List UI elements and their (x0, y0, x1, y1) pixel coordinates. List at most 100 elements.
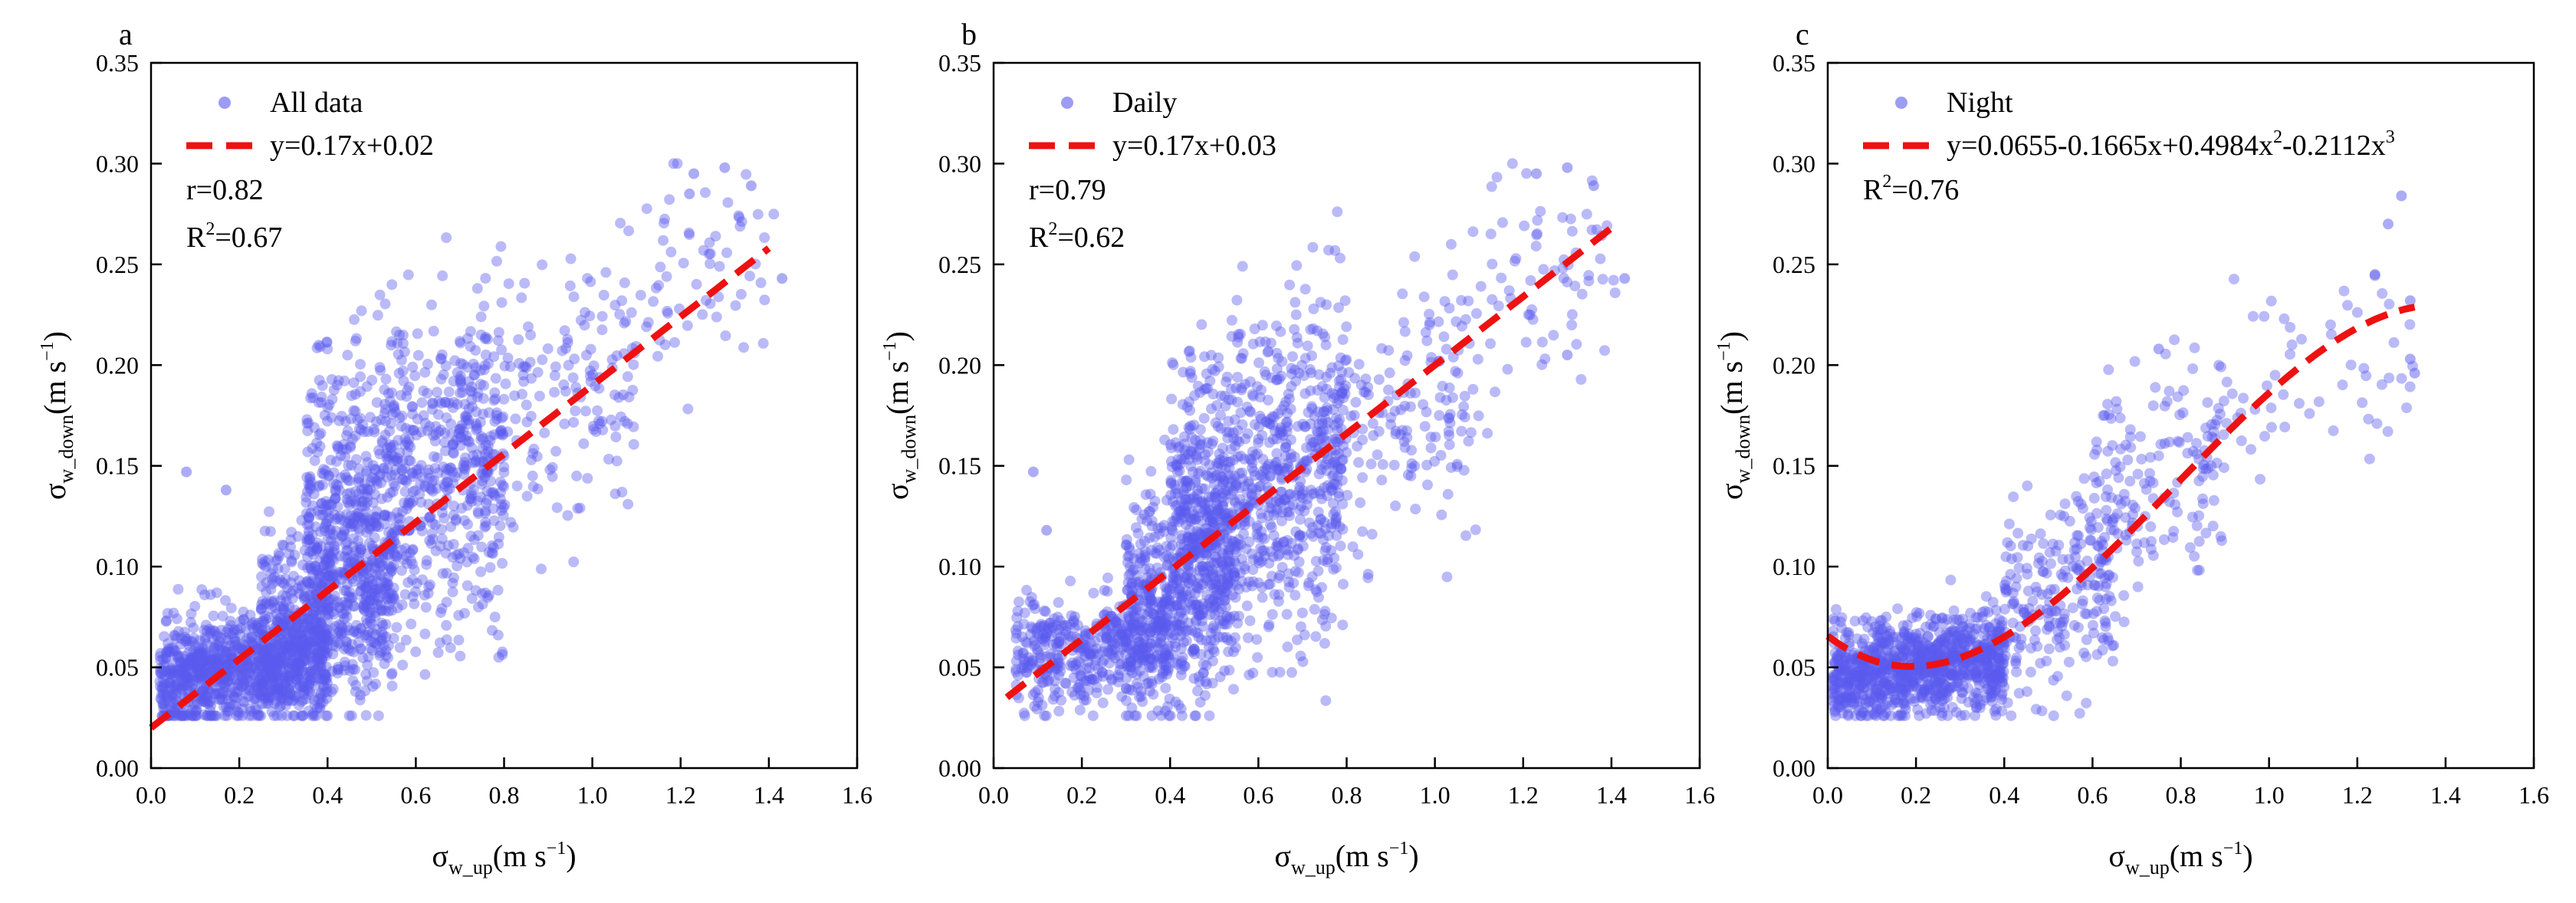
data-point (255, 660, 266, 672)
legend-fit-label: y=0.17x+0.03 (1112, 130, 1276, 162)
data-point (181, 658, 192, 669)
data-point (1349, 373, 1361, 384)
data-point (199, 632, 211, 643)
data-point (1320, 542, 1332, 553)
data-point (315, 688, 327, 699)
data-point (287, 646, 298, 658)
data-point (316, 630, 327, 642)
data-point (198, 685, 209, 696)
data-point (208, 710, 219, 721)
data-point (439, 396, 451, 408)
data-point (258, 645, 270, 656)
data-point (1099, 585, 1110, 596)
data-point (355, 371, 366, 383)
data-point (317, 604, 328, 616)
data-point (1102, 684, 1114, 695)
data-point (211, 639, 222, 650)
data-point (210, 662, 222, 672)
data-point (181, 466, 192, 478)
data-point (167, 698, 179, 709)
data-point (317, 653, 327, 665)
data-point (214, 688, 225, 699)
data-point (650, 282, 662, 294)
data-point (1146, 710, 1158, 721)
data-point (176, 681, 187, 693)
data-point (219, 675, 230, 686)
data-point (255, 690, 266, 701)
data-point (193, 649, 205, 659)
data-point (167, 664, 179, 675)
data-point (252, 656, 264, 668)
data-point (296, 645, 307, 656)
data-point (209, 659, 221, 671)
panel-letter: c (1796, 17, 1809, 51)
data-point (159, 678, 170, 689)
data-point (274, 601, 286, 612)
data-point (271, 652, 282, 664)
data-point (1473, 410, 1484, 422)
data-point (252, 683, 264, 694)
data-point (189, 698, 200, 710)
data-point (340, 599, 351, 611)
data-point (1357, 472, 1368, 483)
data-point (294, 665, 305, 676)
data-point (1482, 428, 1493, 439)
data-point (1531, 229, 1543, 241)
data-point (227, 681, 238, 693)
data-point (353, 477, 364, 488)
data-point (339, 613, 350, 624)
data-point (1419, 421, 1431, 432)
data-point (235, 616, 246, 627)
data-point (1418, 291, 1430, 303)
data-point (1435, 450, 1447, 461)
data-point (169, 645, 180, 657)
data-point (375, 604, 386, 616)
data-point (248, 622, 259, 634)
data-point (170, 688, 182, 700)
data-point (210, 688, 222, 699)
data-point (193, 642, 205, 653)
data-point (332, 536, 343, 547)
data-point (401, 476, 412, 488)
data-point (372, 310, 383, 321)
data-point (1233, 329, 1244, 340)
data-point (1198, 412, 1210, 424)
data-point (289, 550, 301, 561)
data-point (181, 635, 192, 647)
data-point (622, 371, 633, 383)
data-point (279, 672, 291, 683)
data-point (269, 671, 281, 682)
data-point (174, 710, 186, 721)
data-point (289, 710, 301, 721)
data-point (357, 652, 369, 664)
data-point (266, 673, 278, 685)
data-point (252, 656, 264, 668)
data-point (269, 698, 281, 709)
data-point (332, 662, 343, 673)
data-point (281, 643, 292, 655)
data-point (289, 634, 301, 645)
data-point (297, 694, 309, 706)
data-point (321, 602, 333, 613)
data-point (373, 445, 385, 456)
data-point (271, 683, 283, 694)
data-point (523, 321, 534, 333)
data-point (313, 673, 324, 685)
data-point (1266, 372, 1277, 383)
data-point (1196, 319, 1208, 330)
data-point (596, 310, 608, 322)
data-point (1571, 339, 1582, 350)
data-point (215, 694, 226, 705)
data-point (196, 647, 208, 658)
data-point (1333, 302, 1344, 314)
data-point (245, 609, 256, 621)
data-point (1194, 424, 1206, 435)
data-point (1409, 251, 1421, 262)
data-point (1467, 226, 1479, 238)
data-point (299, 590, 310, 602)
data-point (268, 710, 280, 721)
data-point (319, 629, 330, 640)
data-point (1201, 368, 1212, 379)
data-point (1185, 516, 1197, 527)
data-point (347, 675, 359, 687)
